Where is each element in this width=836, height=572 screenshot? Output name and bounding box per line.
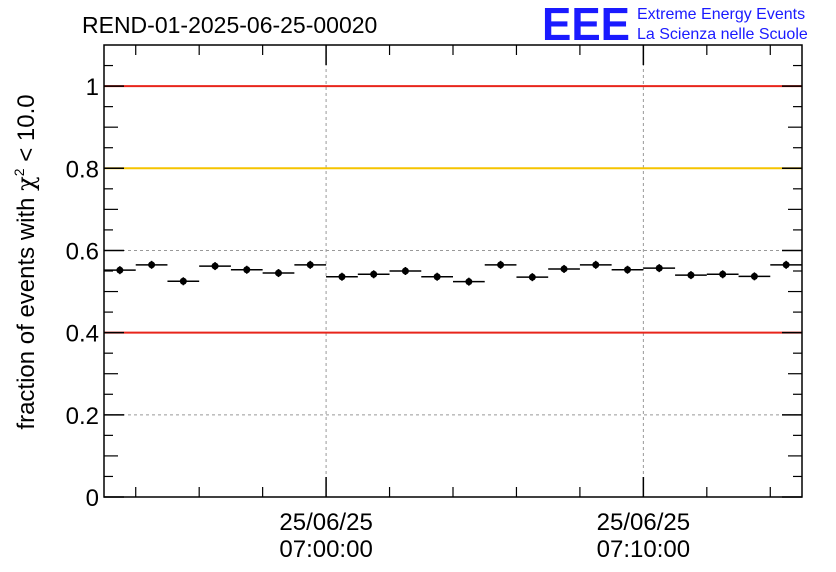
y-tick-label: 0.6 <box>66 238 99 265</box>
data-point <box>116 266 124 274</box>
data-point <box>592 261 600 269</box>
y-tick-label: 1 <box>86 74 99 101</box>
logo-line1: Extreme Energy Events <box>637 6 805 23</box>
data-point <box>306 261 314 269</box>
data-point <box>497 261 505 269</box>
x-tick-time-label: 07:00:00 <box>279 536 372 563</box>
data-point <box>401 267 409 275</box>
y-axis-title: fraction of events with χ2 < 10.0 <box>11 94 40 429</box>
y-tick-label: 0 <box>86 485 99 512</box>
data-point <box>750 272 758 280</box>
eee-logo: EEE Extreme Energy Events La Scienza nel… <box>542 0 808 50</box>
reference-lines <box>104 85 802 334</box>
grid-lines <box>104 45 802 497</box>
data-points <box>104 260 802 286</box>
data-point <box>465 278 473 286</box>
data-point <box>655 264 663 272</box>
data-point <box>275 269 282 277</box>
y-axis-title-sup: 2 <box>11 168 27 176</box>
data-point <box>782 261 790 269</box>
y-tick-label: 0.4 <box>66 321 99 348</box>
y-tick-label: 0.8 <box>66 156 99 183</box>
data-point <box>243 266 251 274</box>
y-axis-ticks: 0 0.2 0.4 0.6 0.8 1 <box>66 64 802 512</box>
logo-line2: La Scienza nelle Scuole <box>637 26 808 43</box>
y-axis-title-chi: χ <box>12 176 40 191</box>
data-point <box>338 273 346 281</box>
data-point <box>687 271 695 279</box>
data-point <box>433 273 441 281</box>
x-tick-date-label: 25/06/25 <box>279 509 372 536</box>
data-point <box>370 270 378 278</box>
data-point <box>148 261 156 269</box>
x-tick-time-label: 07:10:00 <box>597 536 690 563</box>
data-point <box>624 266 631 274</box>
y-axis-title-rest: < 10.0 <box>13 94 40 168</box>
data-point <box>528 273 536 281</box>
data-point <box>719 270 727 278</box>
data-point <box>560 265 568 273</box>
y-axis-title-main: fraction of events with <box>13 191 40 430</box>
logo-letters: EEE <box>542 0 630 50</box>
y-tick-label: 0.2 <box>66 403 99 430</box>
chart-title: REND-01-2025-06-25-00020 <box>82 12 377 38</box>
plot-frame <box>103 44 803 498</box>
data-point <box>211 262 219 270</box>
data-point <box>179 277 187 285</box>
x-tick-date-label: 25/06/25 <box>597 509 690 536</box>
